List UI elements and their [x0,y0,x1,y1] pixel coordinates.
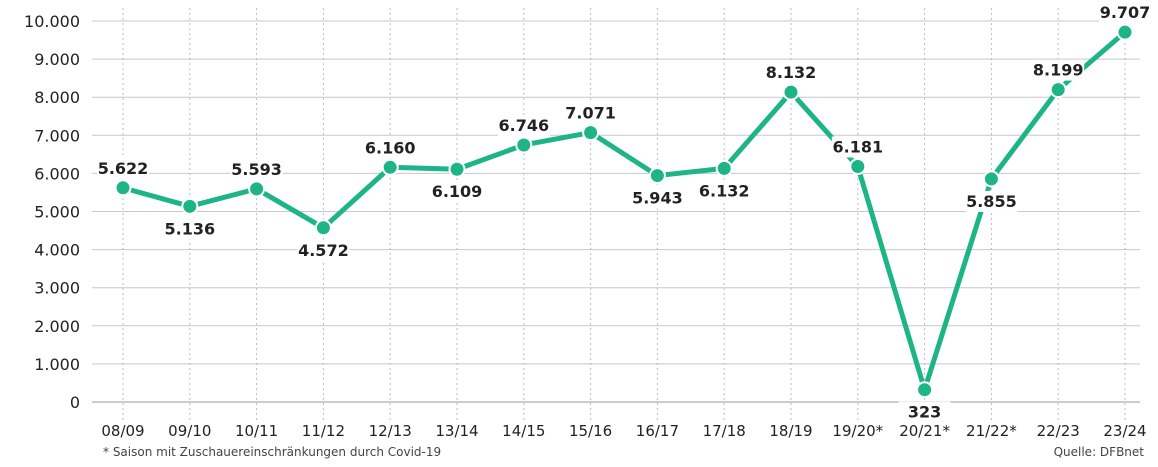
data-point [448,160,466,178]
data-point [982,170,1000,188]
data-label: 5.622 [98,159,149,178]
x-tick-label: 10/11 [235,422,278,440]
data-series [114,23,1134,399]
x-tick-label: 21/22* [966,422,1017,440]
grid-lines [92,8,1140,420]
data-label-bg [431,181,483,203]
data-point [1049,81,1067,99]
data-point [849,158,867,176]
x-tick-label: 15/16 [569,422,612,440]
x-tick-label: 11/12 [302,422,345,440]
data-label-bg [898,401,951,423]
x-tick-label: 09/10 [168,422,211,440]
data-label: 9.707 [1100,3,1151,22]
y-tick-label: 8.000 [34,88,80,107]
data-label-bg [831,136,884,158]
data-label-bg [97,157,149,179]
y-tick-label: 10.000 [24,12,80,31]
y-tick-label: 0 [70,393,80,412]
y-tick-label: 5.000 [34,203,80,222]
x-tick-label: 23/24 [1103,422,1146,440]
data-label: 5.593 [231,160,282,179]
x-tick-label: 22/23 [1037,422,1080,440]
data-label-bg [297,239,350,261]
y-axis: 0 1.000 2.000 3.000 4.000 5.000 6.000 7.000 8.00… [24,12,80,412]
data-point [782,83,800,101]
data-point [314,219,332,237]
data-label: 323 [908,403,941,422]
x-tick-label: 19/20* [832,422,883,440]
data-labels: 5.622 5.136 5.593 4.572 6.160 6.109 6.746 7.071… [97,2,1151,423]
data-point [114,179,132,197]
data-point [381,158,399,176]
x-tick-label: 18/19 [769,422,812,440]
data-label-bg [631,187,684,209]
data-point [916,381,934,399]
data-label: 4.572 [298,241,349,260]
x-tick-label: 14/15 [502,422,545,440]
data-point [248,180,266,198]
data-label: 6.746 [498,116,549,135]
data-label: 5.136 [164,219,215,238]
y-tick-label: 6.000 [34,164,80,183]
y-tick-label: 9.000 [34,50,80,69]
x-tick-label: 08/09 [101,422,144,440]
data-point [582,124,600,142]
data-label-bg [965,190,1018,212]
data-label-bg [1032,59,1085,81]
x-tick-label: 17/18 [703,422,746,440]
y-tick-label: 7.000 [34,126,80,145]
x-tick-label: 12/13 [369,422,412,440]
x-tick-label: 20/21* [899,422,950,440]
footnote: * Saison mit Zuschauereinschränkungen du… [103,445,442,459]
x-tick-label: 16/17 [636,422,679,440]
x-axis: 08/09 09/10 10/11 11/12 12/13 13/14 14/15 15/16… [101,422,1146,440]
data-label: 5.943 [632,189,683,208]
data-point [181,197,199,215]
data-label: 7.071 [565,104,616,123]
data-label-bg [564,102,617,124]
data-label: 5.855 [966,192,1017,211]
data-label: 8.132 [766,63,817,82]
data-label-bg [163,218,216,240]
data-label-bg [497,114,550,136]
data-label-bg [364,137,417,159]
y-tick-label: 1.000 [34,355,80,374]
data-point [515,136,533,154]
series-line [120,29,1128,393]
y-tick-label: 4.000 [34,241,80,260]
data-point [1116,23,1134,41]
data-point [648,167,666,185]
data-label: 8.199 [1033,61,1084,80]
data-label: 6.160 [365,138,416,157]
data-label-bg [698,180,751,202]
data-label: 6.181 [832,138,883,157]
data-label-bg [765,62,817,84]
data-point [715,159,733,177]
y-tick-label: 2.000 [34,317,80,336]
x-tick-label: 13/14 [435,422,478,440]
data-label-bg [230,158,283,180]
y-tick-label: 3.000 [34,279,80,298]
data-label: 6.109 [432,182,483,201]
data-label: 6.132 [699,181,750,200]
source-note: Quelle: DFBnet [1053,445,1144,459]
data-label-bg [1099,2,1151,24]
